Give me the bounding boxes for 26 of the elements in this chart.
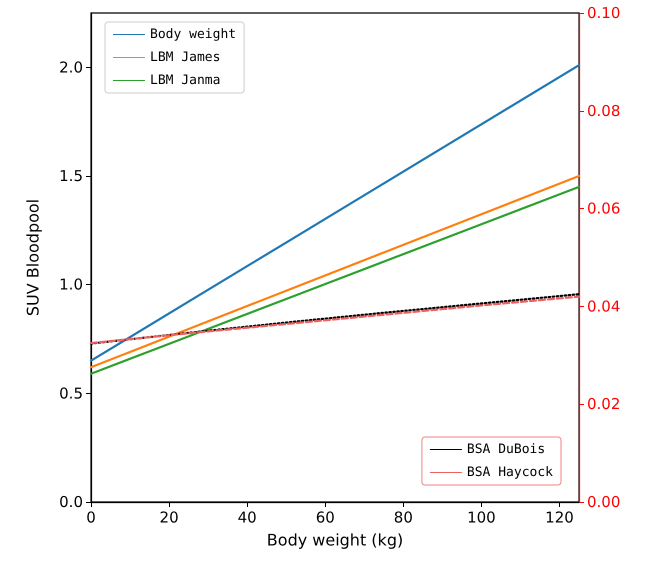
legend-label: LBM Janma	[150, 73, 220, 88]
y-tick-label: 0.0	[59, 493, 83, 511]
y2-tick-label: 0.06	[587, 200, 620, 218]
y-tick-label: 0.5	[59, 384, 83, 402]
y2-tick-label: 0.02	[587, 395, 620, 414]
x-tick-label: 60	[316, 508, 335, 526]
x-tick-label: 0	[86, 508, 96, 526]
y-tick-label: 1.0	[59, 276, 83, 294]
legend-label: Body weight	[150, 27, 236, 42]
y-tick-label: 2.0	[59, 58, 83, 76]
y-axis-title: SUV Bloodpool	[24, 198, 42, 316]
x-axis-title: Body weight (kg)	[266, 530, 404, 550]
legend-label: BSA Haycock	[466, 465, 554, 480]
x-tick-label: 20	[160, 508, 179, 526]
y2-tick-label: 0.00	[587, 493, 620, 511]
legend-label: BSA DuBois	[466, 442, 546, 457]
y2-tick-label: 0.08	[587, 102, 620, 120]
x-tick-label: 40	[238, 508, 257, 526]
y-tick-label: 1.5	[59, 167, 83, 185]
x-tick-label: 100	[467, 508, 496, 526]
y2-tick-label: 0.04	[587, 297, 620, 316]
x-tick-label: 120	[545, 508, 574, 526]
legend-label: LBM James	[150, 50, 220, 65]
y2-tick-label: 0.10	[587, 4, 620, 22]
x-tick-label: 80	[394, 508, 413, 526]
line-series	[90, 64, 580, 362]
